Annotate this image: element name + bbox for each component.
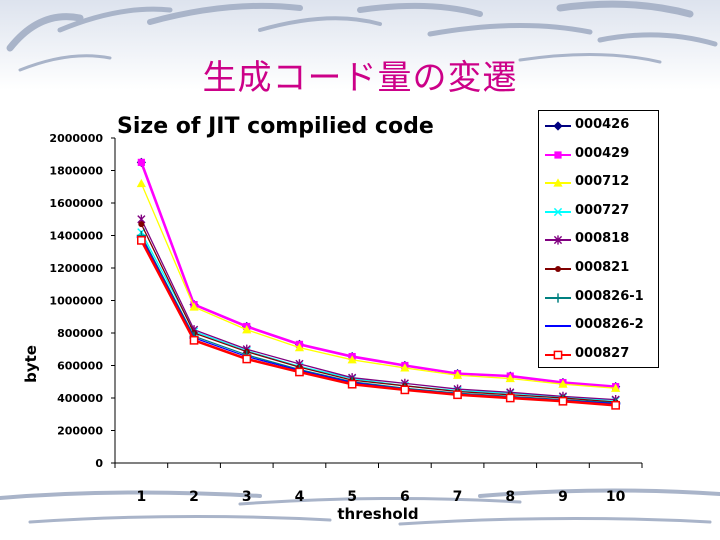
y-tick-label: 1400000 xyxy=(49,230,103,243)
legend-item: 000821 xyxy=(539,259,658,279)
data-point xyxy=(295,367,304,377)
data-point xyxy=(558,379,568,388)
y-tick-label: 0 xyxy=(95,457,103,470)
y-tick-label: 1200000 xyxy=(49,262,103,275)
legend-label: 000827 xyxy=(575,345,630,361)
series-line xyxy=(140,239,616,407)
legend-marker xyxy=(553,350,563,360)
legend-marker xyxy=(553,235,563,245)
data-point xyxy=(400,385,410,395)
x-tick-label: 1 xyxy=(136,489,146,505)
x-tick-label: 3 xyxy=(242,489,252,505)
chart-title: Size of JIT compilied code xyxy=(117,114,434,139)
data-point xyxy=(189,335,199,345)
legend-label: 000821 xyxy=(575,260,630,275)
y-tick-label: 400000 xyxy=(57,392,103,405)
data-point xyxy=(347,355,357,364)
x-tick-label: 5 xyxy=(347,489,357,505)
legend-swatch xyxy=(545,121,571,131)
y-tick-label: 2000000 xyxy=(49,132,103,145)
legend-label: 000826-2 xyxy=(575,317,644,333)
x-tick-label: 2 xyxy=(189,489,199,505)
legend-item: 000818 xyxy=(539,230,658,250)
legend-swatch xyxy=(545,235,571,245)
series-line xyxy=(140,218,616,401)
y-tick-label: 200000 xyxy=(57,425,103,438)
data-point xyxy=(242,354,252,364)
data-point xyxy=(611,383,621,392)
data-point xyxy=(558,396,568,406)
data-point xyxy=(136,178,146,188)
legend-item: 000727 xyxy=(539,202,658,222)
y-tick-label: 1600000 xyxy=(49,197,103,210)
data-point xyxy=(505,393,515,403)
data-point xyxy=(189,302,199,311)
y-axis-label: byte xyxy=(22,345,40,383)
x-tick-label: 7 xyxy=(453,489,463,505)
slide-title: 生成コード量の変遷 xyxy=(202,58,518,98)
x-tick-label: 6 xyxy=(400,489,410,505)
data-point xyxy=(294,343,305,352)
legend-item: 000426 xyxy=(539,116,658,136)
series-line xyxy=(140,183,616,389)
x-tick-label: 10 xyxy=(606,489,626,505)
data-point xyxy=(137,236,146,245)
series-line xyxy=(140,231,616,402)
legend-label: 000429 xyxy=(575,145,630,161)
series-000712 xyxy=(136,178,621,392)
legend-swatch xyxy=(545,325,571,328)
legend-item: 000429 xyxy=(539,145,658,165)
legend-marker xyxy=(554,150,562,159)
chart-legend: 000426 000429 000712 000727 000818 000821 0008… xyxy=(538,110,659,368)
y-tick-label: 600000 xyxy=(57,360,103,373)
legend-swatch xyxy=(545,266,571,272)
y-tick-label: 1800000 xyxy=(49,165,103,178)
legend-label: 000727 xyxy=(575,202,630,218)
data-point xyxy=(453,390,462,400)
legend-item: 000827 xyxy=(539,345,658,365)
data-point xyxy=(400,363,410,372)
legend-swatch xyxy=(545,350,571,360)
x-axis-label: threshold xyxy=(337,505,418,523)
x-tick-label: 9 xyxy=(558,489,568,505)
series-line xyxy=(140,223,616,403)
data-point xyxy=(611,400,620,410)
legend-item: 000826-1 xyxy=(539,288,658,308)
data-point xyxy=(505,373,515,383)
legend-swatch xyxy=(545,292,571,303)
x-tick-label: 8 xyxy=(505,489,515,505)
legend-label: 000818 xyxy=(575,231,630,247)
y-tick-label: 800000 xyxy=(57,327,103,340)
legend-label: 000712 xyxy=(575,174,630,190)
legend-item: 000826-2 xyxy=(539,316,658,336)
series-line xyxy=(140,235,616,404)
legend-marker xyxy=(553,121,563,131)
legend-marker xyxy=(555,266,561,272)
data-point xyxy=(452,370,463,379)
legend-marker xyxy=(553,292,563,303)
series-000827 xyxy=(137,236,620,410)
data-point xyxy=(242,325,252,334)
x-tick-label: 4 xyxy=(295,489,305,505)
legend-marker xyxy=(553,178,563,187)
data-point xyxy=(137,158,145,166)
legend-label: 000826-1 xyxy=(575,288,644,304)
legend-swatch xyxy=(545,178,571,187)
legend-label: 000426 xyxy=(575,117,630,132)
legend-swatch xyxy=(545,150,571,159)
data-point xyxy=(347,379,357,389)
series-line xyxy=(140,161,616,388)
legend-marker xyxy=(553,207,563,216)
legend-item: 000712 xyxy=(539,173,658,193)
data-point xyxy=(138,221,145,228)
y-tick-label: 1000000 xyxy=(49,295,103,308)
legend-swatch xyxy=(545,207,571,216)
